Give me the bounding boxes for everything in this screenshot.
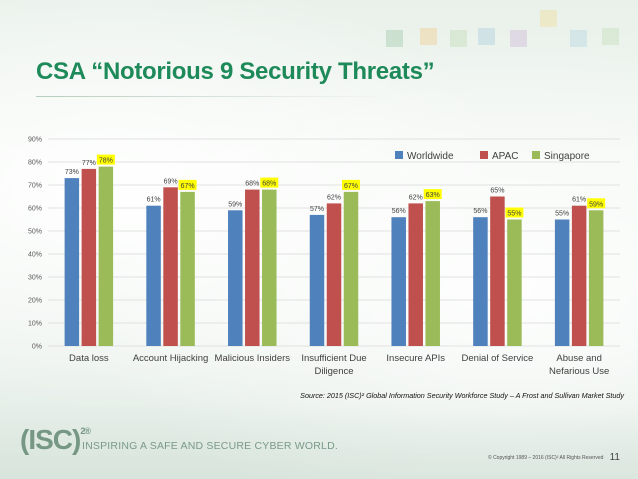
bar-worldwide	[146, 205, 161, 346]
bar-worldwide	[473, 217, 488, 346]
footer-band	[0, 405, 638, 479]
slide-title: CSA “Notorious 9 Security Threats”	[36, 58, 435, 85]
data-label: 77%	[82, 160, 96, 167]
x-category-label: Account Hijacking	[133, 353, 209, 364]
y-tick-label: 30%	[28, 275, 42, 282]
bar-singapore	[588, 210, 604, 346]
data-label: 55%	[555, 211, 569, 218]
bar-apac	[81, 168, 97, 346]
bar-singapore	[262, 189, 277, 346]
x-category-label: Diligence	[314, 366, 353, 377]
bar-worldwide	[228, 210, 243, 346]
tile-decoration	[510, 30, 527, 47]
decorative-tiles	[380, 0, 638, 62]
tile-decoration	[420, 28, 437, 45]
data-label: 61%	[147, 197, 161, 204]
bar-apac	[245, 189, 260, 346]
bar-worldwide	[554, 219, 570, 346]
data-label: 62%	[327, 194, 341, 201]
data-label: 65%	[490, 188, 504, 195]
y-tick-label: 10%	[28, 321, 42, 328]
bar-worldwide	[309, 214, 325, 346]
title-underline	[36, 96, 396, 97]
data-label: 56%	[473, 208, 487, 215]
data-label: 59%	[589, 201, 603, 208]
data-label: 59%	[228, 201, 242, 208]
data-label-highlight	[260, 177, 279, 188]
logo-superscript: 2®	[80, 426, 91, 436]
data-label-highlight	[423, 189, 442, 200]
x-category-label: Abuse and	[556, 353, 601, 364]
tagline: INSPIRING A SAFE AND SECURE CYBER WORLD.	[82, 440, 338, 452]
bar-apac	[490, 196, 505, 346]
legend-swatch-apac	[480, 151, 488, 159]
y-tick-label: 90%	[28, 137, 42, 144]
bar-singapore	[507, 219, 522, 346]
x-category-label: Insecure APIs	[386, 353, 445, 364]
y-tick-label: 20%	[28, 298, 42, 305]
tile-decoration	[602, 28, 619, 45]
legend-swatch-singapore	[532, 151, 540, 159]
legend-swatch-worldwide	[395, 151, 403, 159]
data-label: 68%	[262, 181, 276, 188]
data-label: 55%	[507, 211, 521, 218]
y-tick-label: 80%	[28, 160, 42, 167]
data-label: 73%	[65, 169, 79, 176]
data-label-highlight	[96, 154, 115, 165]
x-category-label: Denial of Service	[462, 353, 534, 364]
tile-decoration	[386, 30, 403, 47]
bar-worldwide	[64, 178, 80, 346]
bar-singapore	[180, 191, 195, 346]
data-label-highlight	[587, 198, 606, 209]
bar-singapore	[425, 201, 440, 346]
x-category-label: Insufficient Due	[301, 353, 366, 364]
data-label: 78%	[99, 158, 113, 165]
source-note: Source: 2015 (ISC)² Global Information S…	[300, 391, 624, 400]
legend-label: Worldwide	[407, 151, 454, 162]
x-category-label: Data loss	[69, 353, 109, 364]
copyright-notice: © Copyright 1989 – 2016 (ISC)² All Right…	[488, 455, 604, 461]
isc2-logo: (ISC)2®	[20, 424, 91, 456]
data-label: 61%	[572, 197, 586, 204]
tile-decoration	[478, 28, 495, 45]
x-category-label: Nefarious Use	[549, 366, 609, 377]
tile-decoration	[570, 30, 587, 47]
data-label: 57%	[310, 206, 324, 213]
bar-apac	[163, 187, 178, 346]
y-tick-label: 40%	[28, 252, 42, 259]
y-tick-label: 50%	[28, 229, 42, 236]
bar-singapore	[98, 166, 114, 346]
legend-label: APAC	[492, 151, 519, 162]
y-tick-label: 70%	[28, 183, 42, 190]
data-label-highlight	[342, 179, 360, 190]
data-label-highlight	[178, 179, 197, 190]
y-tick-label: 0%	[32, 344, 42, 351]
bar-apac	[326, 203, 342, 346]
logo-text: (ISC)	[20, 424, 81, 455]
data-label: 68%	[245, 181, 259, 188]
data-label: 69%	[164, 178, 178, 185]
data-label-highlight	[505, 207, 524, 218]
bar-apac	[408, 203, 423, 346]
legend-label: Singapore	[544, 151, 590, 162]
data-label: 62%	[409, 194, 423, 201]
data-label: 67%	[181, 183, 195, 190]
bar-apac	[571, 205, 587, 346]
tile-decoration	[450, 30, 467, 47]
bar-singapore	[343, 191, 359, 346]
page-number: 11	[609, 452, 620, 463]
x-category-label: Malicious Insiders	[215, 353, 291, 364]
bar-worldwide	[391, 217, 406, 346]
data-label: 63%	[426, 192, 440, 199]
tile-decoration	[540, 10, 557, 27]
data-label: 56%	[392, 208, 406, 215]
data-label: 67%	[344, 183, 358, 190]
y-tick-label: 60%	[28, 206, 42, 213]
